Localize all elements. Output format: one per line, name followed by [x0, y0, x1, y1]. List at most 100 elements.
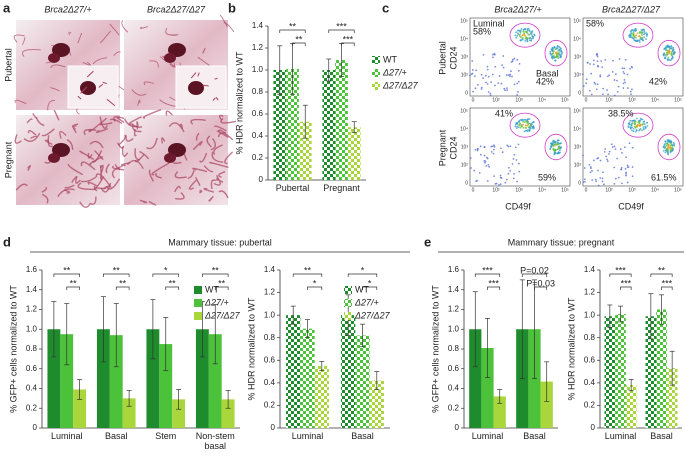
y-tick-label: 0.6: [448, 364, 460, 373]
x-tick-label-box: Non-stem basal: [196, 431, 235, 451]
flow-event: [556, 55, 559, 58]
flow-event: [631, 175, 634, 178]
flow-event: [491, 53, 494, 56]
significance-bracket: [214, 286, 229, 290]
flow-event: [619, 148, 622, 150]
duct: [109, 118, 123, 125]
flow-event: [590, 72, 593, 75]
significance-bracket: [341, 42, 355, 46]
duct: [95, 173, 112, 189]
duct: [68, 31, 72, 36]
duct: [111, 165, 123, 179]
significance-label: **: [289, 21, 297, 31]
duct: [50, 64, 66, 69]
duct: [79, 201, 91, 208]
flow-event: [631, 146, 634, 149]
y-tick-label: 0.2: [584, 401, 596, 410]
gate: [544, 133, 568, 161]
flow-event: [479, 145, 482, 148]
flow-event: [499, 174, 502, 177]
significance-bracket: [115, 286, 130, 290]
section-title: Mammary tissue: pregnant: [508, 237, 615, 247]
bar: [159, 344, 173, 428]
error-bar: [485, 318, 490, 378]
flow-event: [643, 36, 646, 39]
flow-event: [613, 79, 616, 81]
flow-tick: 10⁴: [573, 36, 581, 42]
flow-event: [639, 31, 642, 33]
duct: [139, 199, 148, 204]
flow-event: [516, 125, 519, 128]
error-bar: [113, 303, 119, 368]
duct: [146, 137, 158, 150]
flow-event: [520, 36, 523, 39]
significance-bracket: [521, 273, 548, 277]
significance-bracket: [292, 273, 323, 277]
legend-swatch: [344, 299, 352, 307]
flow-event: [662, 145, 665, 148]
x-tick-label-box: Luminal: [605, 431, 637, 441]
y-tick-label: 0.8: [584, 333, 596, 342]
flow-event: [526, 37, 528, 40]
flow-event: [479, 153, 482, 156]
axis-label: CD24: [448, 46, 458, 69]
flow-event: [628, 123, 631, 126]
y-tick-label: 0.6: [264, 355, 276, 364]
flow-event: [668, 51, 671, 53]
flow-event: [484, 161, 486, 164]
flow-tick: 0: [578, 90, 581, 96]
flow-event: [490, 145, 493, 148]
bar: [146, 329, 160, 428]
flow-event: [521, 34, 524, 37]
duct: [64, 184, 75, 189]
flow-event: [533, 33, 536, 36]
inset-duct: [214, 77, 218, 80]
flow-event: [645, 38, 647, 40]
flow-event: [528, 39, 531, 42]
gate-percent: 59%: [538, 173, 556, 183]
flow-event: [614, 148, 617, 151]
legend-label: WT: [383, 54, 397, 64]
duct: [139, 26, 149, 29]
flow-event: [500, 147, 502, 150]
flow-event: [470, 167, 472, 169]
flow-event: [497, 82, 500, 85]
duct: [99, 121, 113, 126]
gate-percent: 42%: [649, 77, 667, 87]
flow-event: [511, 58, 514, 61]
flow-event: [614, 73, 617, 76]
duct: [179, 123, 184, 130]
legend-label: Δ27/Δ27: [204, 310, 241, 320]
flow-event: [525, 129, 528, 132]
flow-event: [596, 60, 599, 62]
flow-event: [641, 34, 643, 37]
y-tick-label: 1.0: [26, 324, 38, 333]
column-label: Brca2Δ27/Δ27: [147, 4, 206, 14]
duct: [80, 175, 98, 183]
flow-event: [672, 144, 675, 146]
flow-event: [553, 151, 556, 153]
flow-event: [556, 47, 559, 50]
flow-event: [588, 163, 591, 166]
flow-event: [515, 36, 518, 39]
duct: [92, 57, 108, 65]
flow-event: [607, 153, 610, 155]
flow-event: [483, 154, 486, 157]
flow-event: [554, 144, 556, 147]
flow-event: [638, 125, 641, 127]
flow-event: [495, 182, 498, 185]
duct: [117, 134, 126, 146]
flow-tick: 10⁴: [573, 126, 581, 132]
flow-event: [667, 145, 670, 148]
flow-event: [595, 180, 598, 183]
flow-event: [517, 162, 520, 165]
flow-event: [632, 127, 635, 130]
flow-event: [558, 54, 561, 56]
duct: [149, 60, 159, 68]
bar: [656, 309, 667, 428]
significance-bracket: [534, 286, 548, 290]
flow-event: [597, 65, 600, 68]
flow-event: [590, 93, 593, 96]
significance-label: *: [361, 265, 365, 275]
flow-event: [666, 58, 669, 61]
